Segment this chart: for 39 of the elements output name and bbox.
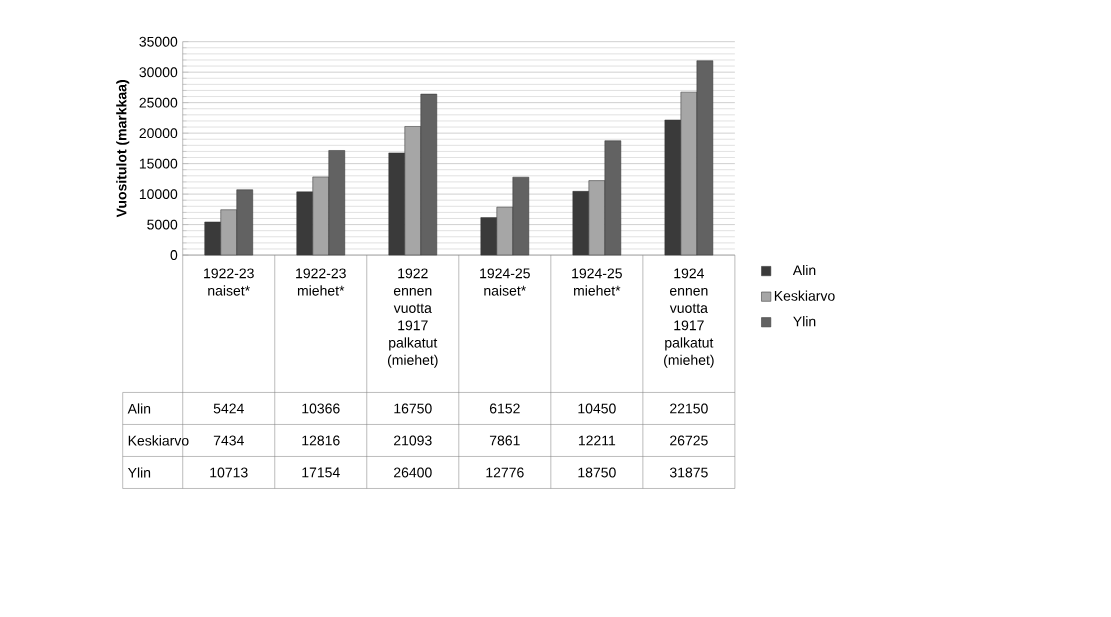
data-label: 18750	[578, 467, 616, 478]
legend-label: Keskiarvo	[774, 290, 835, 301]
x-tick-label: 1924-25 miehet*	[572, 268, 622, 296]
data-label: 7434	[213, 435, 244, 446]
x-tick-label: 1922-23 naiset*	[204, 268, 254, 296]
data-label: 31875	[669, 467, 708, 478]
y-tick-label: 10000	[139, 189, 178, 199]
data-label: 16750	[394, 403, 432, 414]
y-tick-label: 15000	[139, 158, 178, 169]
data-label: 10450	[578, 403, 616, 414]
data-label: 22150	[670, 403, 708, 414]
text: Alin	[127, 403, 151, 414]
data-label: 12816	[302, 435, 340, 446]
y-tick-label: 25000	[139, 97, 178, 108]
data-label: 17154	[302, 467, 340, 478]
x-tick-label: 1922 ennen vuotta 1917 palkatut (miehet)	[387, 268, 438, 368]
y-tick-label: 35000	[139, 36, 178, 47]
data-label: 26400	[394, 467, 432, 478]
y-tick-label: 20000	[139, 128, 178, 139]
data-label: 6152	[489, 403, 520, 414]
data-label: 5424	[213, 403, 244, 414]
data-label: 7861	[489, 435, 520, 446]
y-tick-label: 5000	[147, 219, 178, 230]
y-tick-label: 0	[170, 250, 178, 260]
text: Ylin	[127, 467, 151, 478]
data-label: 10713	[210, 467, 248, 478]
x-tick-label: 1924 ennen vuotta 1917 palkatut (miehet)	[664, 268, 714, 368]
legend-label: Alin	[792, 264, 816, 276]
legend-label: Ylin	[793, 316, 816, 327]
x-tick-label: 1922-23 miehet*	[296, 268, 346, 296]
data-label: 21093	[394, 435, 432, 446]
data-label: 12776	[486, 467, 524, 478]
y-tick-label: 30000	[139, 67, 178, 78]
data-label: 12211	[578, 435, 616, 446]
y-axis-title: Vuositulot (markkaa)	[116, 80, 130, 218]
x-tick-label: 1924-25 naiset*	[480, 268, 530, 296]
data-label: 26725	[670, 435, 708, 446]
text: Keskiarvo	[128, 435, 189, 446]
data-label: 10366	[302, 403, 340, 414]
